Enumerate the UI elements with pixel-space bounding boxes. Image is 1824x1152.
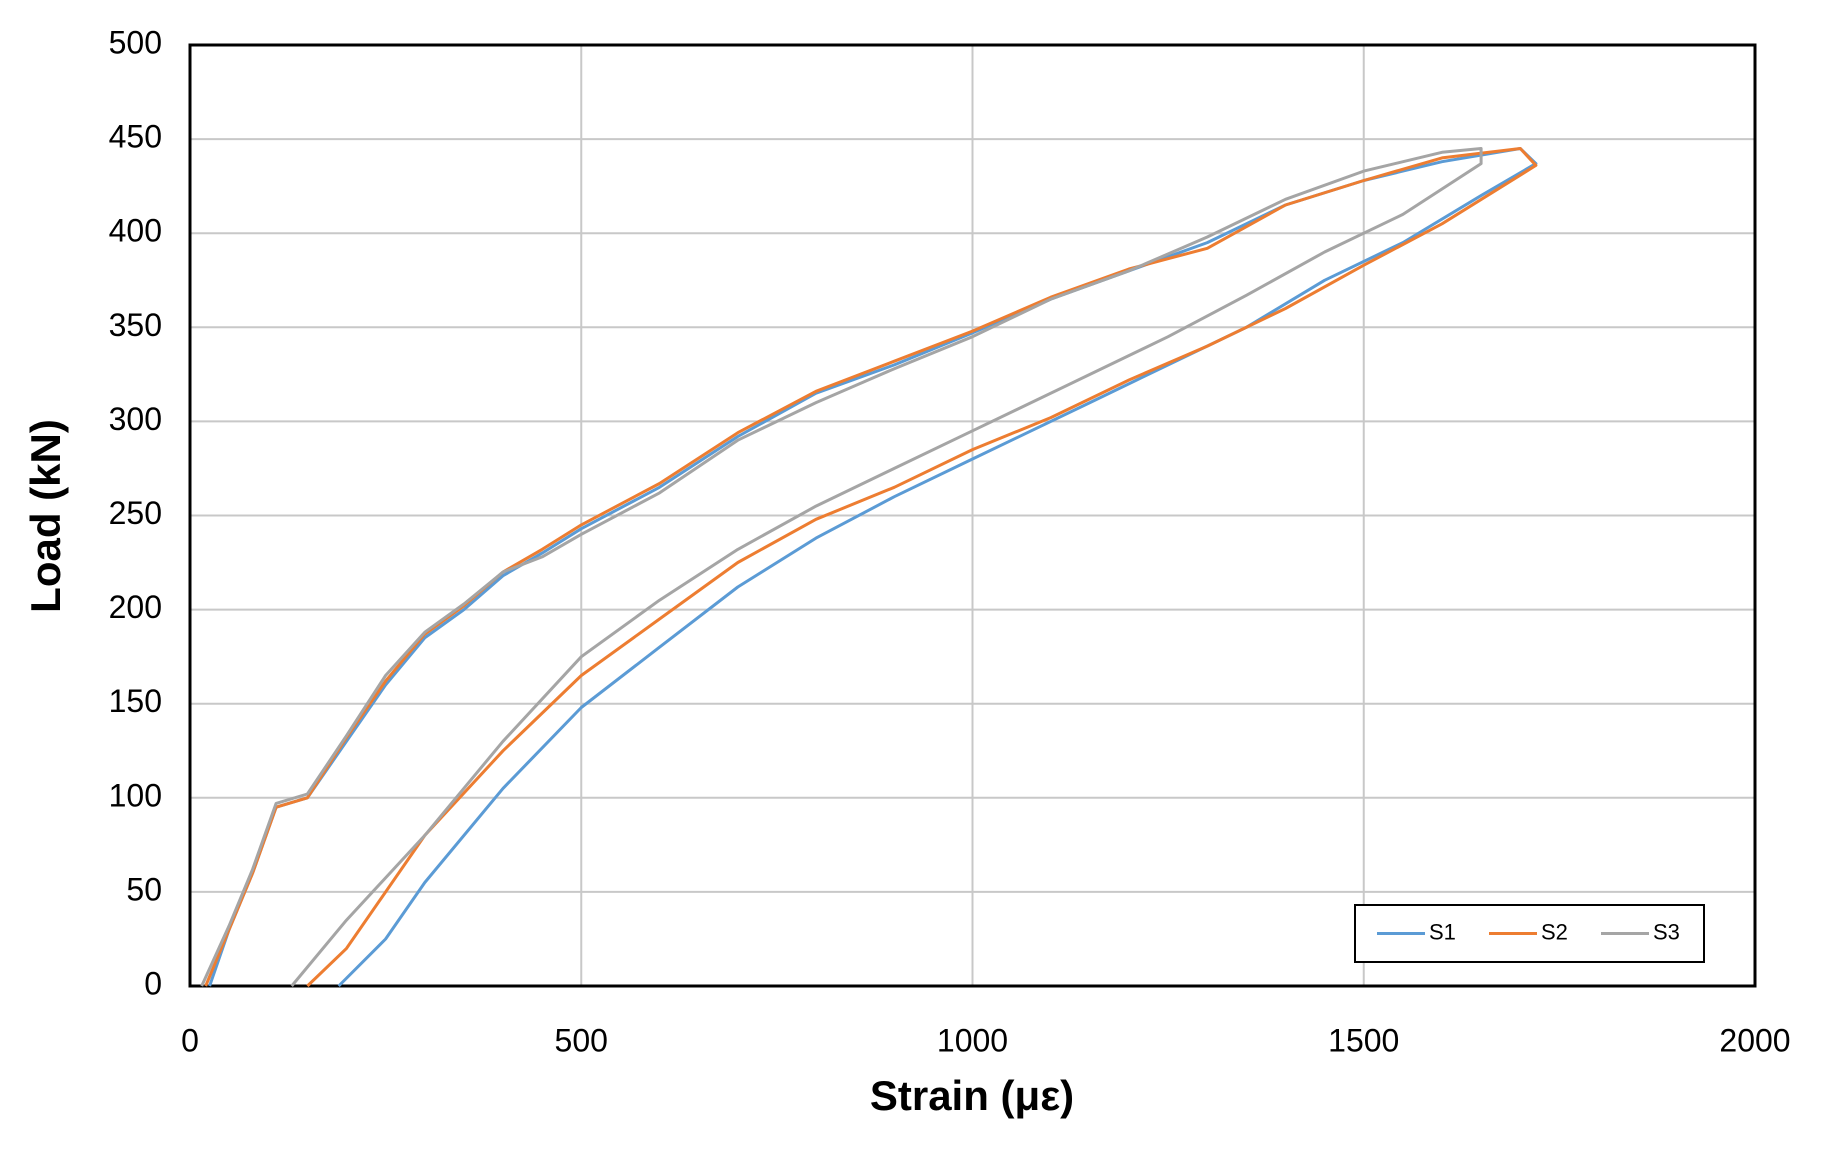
legend-label: S2 <box>1541 919 1568 944</box>
y-tick-label: 400 <box>109 213 162 249</box>
series-line <box>200 147 1483 987</box>
series-line <box>204 147 1538 988</box>
legend-label: S3 <box>1653 919 1680 944</box>
legend-label: S1 <box>1429 919 1456 944</box>
x-tick-label: 1000 <box>937 1022 1008 1058</box>
plot-border <box>188 43 1757 988</box>
y-tick-label: 200 <box>109 589 162 625</box>
y-tick-label: 150 <box>109 683 162 719</box>
y-tick-label: 450 <box>109 119 162 155</box>
y-tick-label: 350 <box>109 307 162 343</box>
y-tick-label: 250 <box>109 495 162 531</box>
x-axis-title: Strain (με) <box>870 1072 1074 1119</box>
y-tick-label: 0 <box>144 965 162 1001</box>
y-axis-title: Load (kN) <box>22 419 69 613</box>
y-tick-label: 50 <box>126 871 162 907</box>
x-tick-label: 2000 <box>1719 1022 1790 1058</box>
x-tick-label: 0 <box>181 1022 199 1058</box>
y-tick-label: 100 <box>109 777 162 813</box>
y-tick-label: 300 <box>109 401 162 437</box>
x-tick-label: 500 <box>555 1022 608 1058</box>
x-tick-label: 1500 <box>1328 1022 1399 1058</box>
y-tick-label: 500 <box>109 24 162 60</box>
